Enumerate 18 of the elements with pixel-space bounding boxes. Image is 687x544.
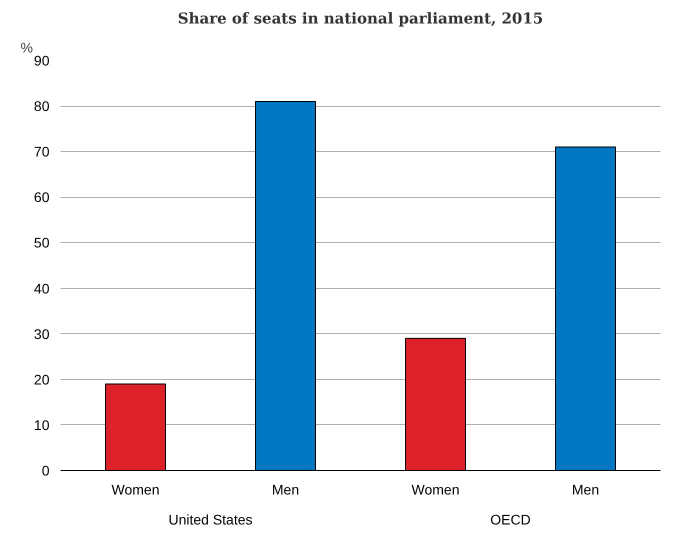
y-tick-label: 80 — [34, 98, 50, 114]
y-tick-label: 10 — [34, 416, 50, 433]
chart-title: Share of seats in national parliament, 2015 — [178, 10, 544, 28]
x-tick-label: Women — [112, 482, 160, 498]
text: United States — [168, 512, 253, 528]
y-axis-title: % — [20, 40, 33, 56]
y-tick-label: 90 — [34, 52, 50, 68]
y-tick-label: 20 — [34, 371, 50, 388]
y-tick-label: 60 — [34, 189, 50, 206]
y-tick-label: 50 — [34, 234, 50, 251]
y-tick-label: 0 — [42, 462, 50, 478]
y-tick-label: 70 — [34, 144, 50, 160]
x-tick-label: Women — [412, 482, 460, 498]
x-tick-label: Men — [272, 482, 300, 498]
text: OECD — [490, 512, 531, 528]
y-tick-label: 30 — [34, 326, 50, 342]
y-tick-label: 40 — [34, 280, 50, 296]
x-tick-label: Men — [572, 482, 600, 498]
